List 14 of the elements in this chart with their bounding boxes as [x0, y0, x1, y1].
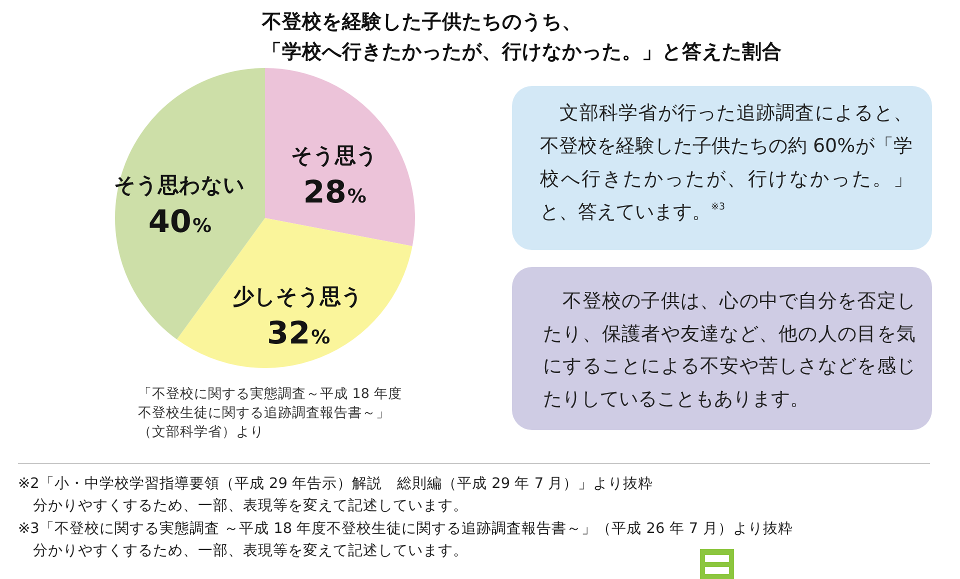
data-label: 28%	[303, 174, 366, 211]
text: 分かりやすくするため、一部、表現等を変えて記述しています。	[33, 496, 469, 516]
text: ※2「小・中学校学習指導要領（平成 29 年告示）解説 総則編（平成 29 年 7 月）」より抜粋	[18, 474, 654, 494]
text: 不登校の子供は、心の中で自分を否定したり、保護者や友達など、他の人の目を気にすることによる不安や苦しさなどを感じたりしていることもあります。	[543, 289, 916, 412]
text: 不登校を経験した子供たちのうち、「学校へ行きたかったが、行けなかった。」と答えた割合	[262, 9, 783, 65]
slice-label: 少しそう思う	[233, 284, 364, 309]
slice-label: そう思う	[290, 144, 378, 168]
text: 文部科学省が行った追跡調査によると、不登校を経験した子供たちの約 60%が「学校へ行きたかったが、行けなかった。」と、答えています。$^{※3}$	[540, 101, 912, 225]
text: 「不登校に関する実態調査～平成 18 年度不登校生徒に関する追跡調査報告書～」（文部科学省）より	[138, 385, 403, 442]
slice-label: そう思わない	[114, 173, 245, 198]
data-label: 32%	[267, 316, 330, 352]
text: 分かりやすくするため、一部、表現等を変えて記述しています。	[33, 542, 469, 561]
text: ※3「不登校に関する実態調査 ～平成 18 年度不登校生徒に関する追跡調査報告書～」（平成 26 年 7 月）より抜粋	[18, 520, 794, 539]
data-label: 40%	[148, 204, 212, 240]
